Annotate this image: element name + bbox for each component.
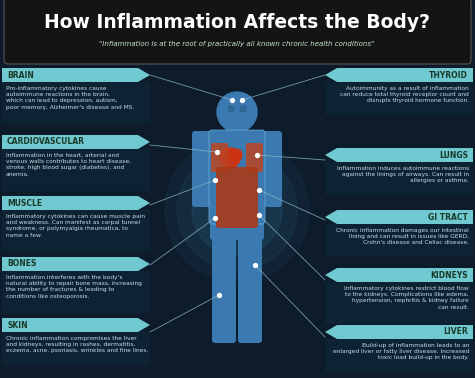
- FancyBboxPatch shape: [216, 167, 258, 228]
- Text: MUSCLE: MUSCLE: [7, 198, 42, 208]
- Text: GI TRACT: GI TRACT: [428, 212, 468, 222]
- Text: KIDNEYS: KIDNEYS: [430, 271, 468, 279]
- Text: SKIN: SKIN: [7, 321, 28, 330]
- FancyBboxPatch shape: [209, 130, 265, 224]
- Text: Build-up of inflammation leads to an
enlarged liver or fatty liver disease. Incr: Build-up of inflammation leads to an enl…: [332, 343, 469, 360]
- FancyBboxPatch shape: [211, 143, 228, 172]
- FancyBboxPatch shape: [238, 229, 262, 343]
- FancyBboxPatch shape: [2, 149, 150, 191]
- Polygon shape: [2, 196, 150, 210]
- Circle shape: [228, 106, 234, 112]
- FancyBboxPatch shape: [2, 271, 150, 313]
- Text: Inflammation induces autoimmune reactions
against the linings of airways. Can re: Inflammation induces autoimmune reaction…: [337, 166, 469, 183]
- Text: Chronic inflammation damages our intestinal
lining and can result in issues like: Chronic inflammation damages our intesti…: [336, 228, 469, 245]
- FancyBboxPatch shape: [192, 131, 213, 207]
- FancyBboxPatch shape: [2, 82, 150, 124]
- Polygon shape: [325, 148, 473, 162]
- Polygon shape: [325, 210, 473, 224]
- Circle shape: [165, 138, 309, 282]
- FancyBboxPatch shape: [4, 0, 471, 64]
- FancyBboxPatch shape: [325, 224, 473, 257]
- FancyBboxPatch shape: [325, 339, 473, 372]
- Circle shape: [220, 148, 240, 168]
- Polygon shape: [2, 135, 150, 149]
- Polygon shape: [325, 325, 473, 339]
- Polygon shape: [325, 68, 473, 82]
- Text: Inflammation in the heart, arterial and
venous walls contributes to heart diseas: Inflammation in the heart, arterial and …: [6, 153, 131, 177]
- Polygon shape: [2, 257, 150, 271]
- FancyBboxPatch shape: [325, 162, 473, 195]
- Text: Inflammation interferes with the body's
natural ability to repair bone mass, inc: Inflammation interferes with the body's …: [6, 275, 142, 299]
- Text: THYROID: THYROID: [429, 71, 468, 79]
- Polygon shape: [2, 318, 150, 332]
- Polygon shape: [325, 268, 473, 282]
- Text: Autoimmunity as a result of inflammation
can reduce total thyroid receptor count: Autoimmunity as a result of inflammation…: [340, 86, 469, 104]
- FancyBboxPatch shape: [2, 332, 150, 365]
- FancyBboxPatch shape: [261, 131, 282, 207]
- Text: LUNGS: LUNGS: [439, 150, 468, 160]
- Text: BONES: BONES: [7, 260, 37, 268]
- Text: Chronic inflammation compromises the liver
and kidneys, resulting in rashes, der: Chronic inflammation compromises the liv…: [6, 336, 148, 353]
- Circle shape: [230, 149, 242, 161]
- Text: CARDIOVASCULAR: CARDIOVASCULAR: [7, 138, 85, 147]
- FancyBboxPatch shape: [246, 143, 263, 172]
- Text: LIVER: LIVER: [443, 327, 468, 336]
- Text: How Inflammation Affects the Body?: How Inflammation Affects the Body?: [44, 12, 430, 31]
- FancyBboxPatch shape: [325, 282, 473, 324]
- Text: Pro-inflammatory cytokines cause
autoimmune reactions in the brain,
which can le: Pro-inflammatory cytokines cause autoimm…: [6, 86, 134, 110]
- FancyBboxPatch shape: [325, 82, 473, 115]
- Polygon shape: [2, 68, 150, 82]
- Circle shape: [240, 106, 246, 112]
- Circle shape: [217, 92, 257, 132]
- Text: Inflammatory cytokines can cause muscle pain
and weakness. Can manifest as carpa: Inflammatory cytokines can cause muscle …: [6, 214, 145, 238]
- Text: Inflammatory cytokines restrict blood flow
to the kidneys. Complications like ed: Inflammatory cytokines restrict blood fl…: [344, 286, 469, 310]
- Text: "Inflammation is at the root of practically all known chronic health conditions": "Inflammation is at the root of practica…: [99, 41, 375, 47]
- FancyBboxPatch shape: [210, 214, 264, 240]
- FancyBboxPatch shape: [212, 229, 236, 343]
- FancyBboxPatch shape: [2, 210, 150, 252]
- Bar: [229, 125, 245, 137]
- Circle shape: [192, 165, 282, 255]
- Circle shape: [177, 150, 297, 270]
- Text: BRAIN: BRAIN: [7, 71, 34, 79]
